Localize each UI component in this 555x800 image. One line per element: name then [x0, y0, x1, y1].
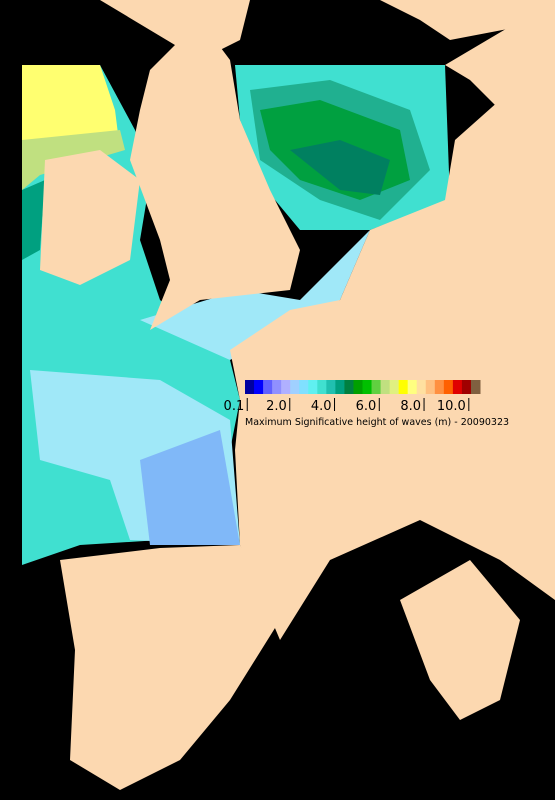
colorbar-cell [344, 380, 354, 394]
land [445, 0, 555, 130]
colorbar-cell [416, 380, 427, 394]
colorbar-cell [245, 380, 255, 394]
colorbar-cell [452, 380, 463, 394]
colorbar-cell [389, 380, 400, 394]
land [130, 20, 300, 330]
colorbar-cell [434, 380, 445, 394]
sea-field [22, 180, 45, 260]
colorbar-cell [362, 380, 373, 394]
colorbar-cell [371, 380, 382, 394]
land [230, 40, 555, 640]
tick-label: 6.0 [356, 399, 377, 414]
colorbar-cell [425, 380, 436, 394]
land [400, 560, 520, 720]
colorbar-cell [461, 380, 472, 394]
sea-field [140, 230, 370, 360]
colorbar-cell [290, 380, 300, 394]
tick-label: 2.0 [266, 399, 287, 414]
land [100, 0, 250, 60]
colorbar-cell [272, 380, 282, 394]
colorbar-cell [317, 380, 327, 394]
legend: 0.1 2.0 4.0 6.0 8.0 10.0 Maximum Significative… [224, 380, 509, 428]
land [60, 545, 280, 790]
colorbar-cell [299, 380, 309, 394]
colorbar-cell [353, 380, 363, 394]
colorbar-cell [281, 380, 291, 394]
land [380, 0, 555, 40]
land [470, 110, 555, 200]
colorbar-cell [380, 380, 391, 394]
colorbar-cell [443, 380, 454, 394]
tick-label: 0.1 [224, 399, 245, 414]
colorbar-cell [326, 380, 336, 394]
colorbar-cell [407, 380, 418, 394]
colorbar-cell [263, 380, 273, 394]
sea-field [140, 430, 240, 545]
colorbar-cell [398, 380, 409, 394]
caption: Maximum Significative height of waves (m… [245, 417, 509, 428]
colorbar-cell [308, 380, 318, 394]
colorbar-cell [254, 380, 264, 394]
tick-label: 4.0 [311, 399, 332, 414]
tick-label: 8.0 [400, 399, 421, 414]
colorbar-cell [335, 380, 345, 394]
tick-label: 10.0 [437, 399, 466, 414]
land [40, 150, 140, 285]
colorbar-cell [470, 380, 481, 394]
sea-field [290, 140, 390, 195]
